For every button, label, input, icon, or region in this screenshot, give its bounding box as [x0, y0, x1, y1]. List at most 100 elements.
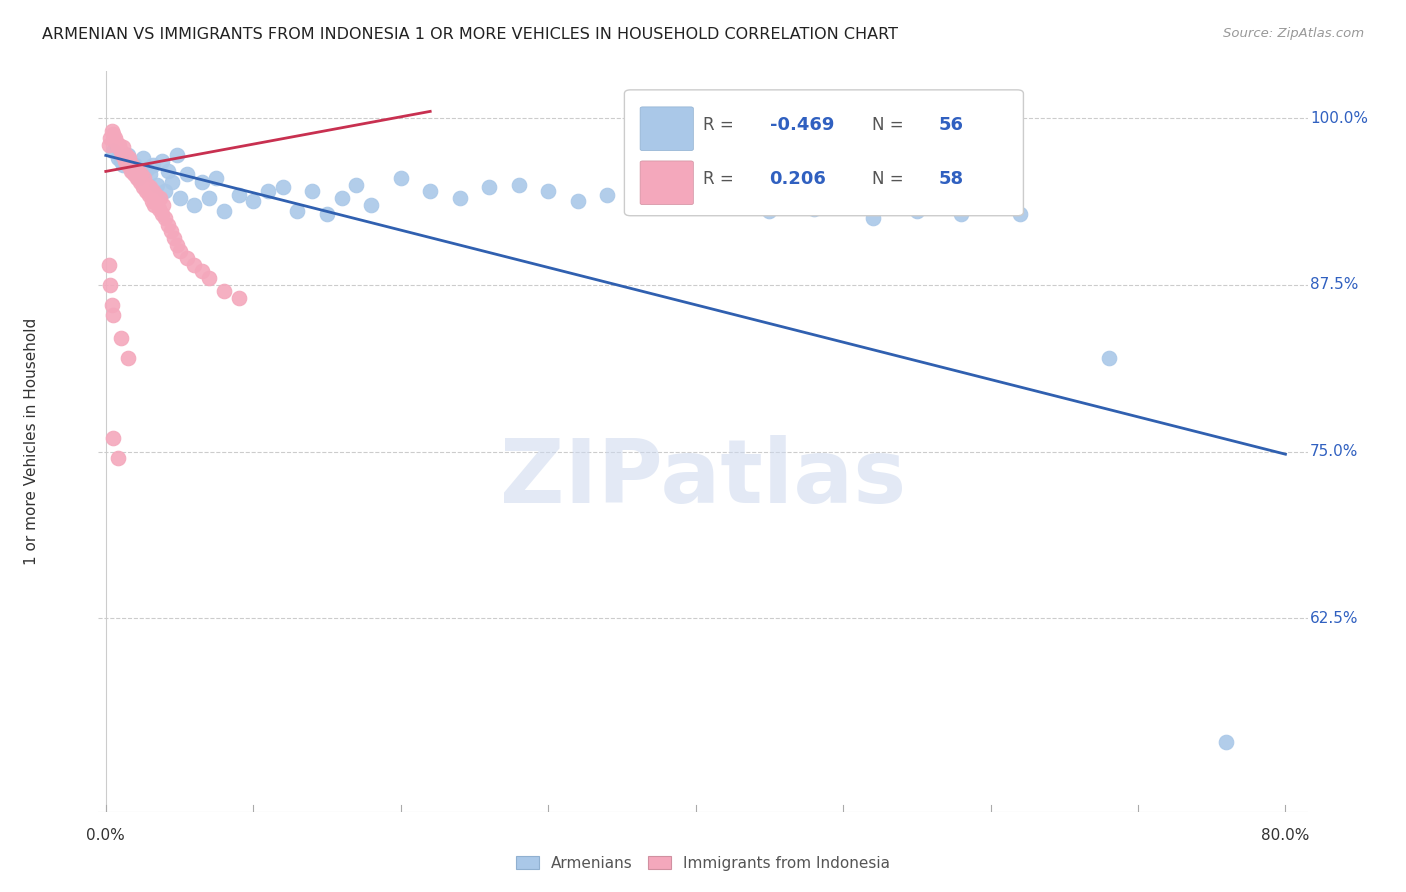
Point [100, 124, 122, 138]
Point [136, 178, 159, 192]
Point [159, 224, 181, 238]
Point [198, 271, 221, 285]
Text: 0.206: 0.206 [769, 169, 827, 187]
Text: N =: N = [872, 116, 910, 134]
Point [758, 204, 780, 219]
Point [117, 148, 139, 162]
Point [160, 175, 183, 189]
Point [111, 148, 134, 162]
Text: 75.0%: 75.0% [1310, 444, 1358, 459]
Point [257, 185, 280, 199]
Point [183, 258, 205, 272]
Point [98, 277, 121, 292]
Point [330, 191, 353, 205]
Point [148, 202, 170, 216]
Text: 100.0%: 100.0% [1310, 111, 1368, 126]
Point [146, 194, 169, 208]
Point [142, 185, 165, 199]
Point [129, 167, 152, 181]
Point [143, 198, 166, 212]
Point [124, 161, 146, 176]
Point [131, 151, 153, 165]
Point [714, 191, 737, 205]
Point [1008, 207, 1031, 221]
FancyBboxPatch shape [640, 161, 693, 204]
Point [101, 309, 124, 323]
Point [169, 244, 191, 259]
Point [117, 158, 139, 172]
Point [112, 158, 135, 172]
Legend: Armenians, Immigrants from Indonesia: Armenians, Immigrants from Indonesia [516, 855, 890, 871]
Point [115, 148, 138, 162]
Point [862, 211, 884, 226]
Point [176, 251, 198, 265]
Point [112, 140, 135, 154]
Point [242, 194, 264, 208]
Point [121, 164, 143, 178]
Text: 58: 58 [939, 169, 965, 187]
Point [139, 180, 162, 194]
Point [104, 131, 127, 145]
Point [162, 231, 184, 245]
Point [124, 158, 146, 172]
Text: N =: N = [872, 169, 910, 187]
Point [105, 135, 128, 149]
Point [121, 158, 143, 172]
Point [127, 171, 149, 186]
Point [287, 204, 309, 219]
Point [346, 178, 368, 192]
Point [107, 451, 129, 466]
Point [156, 164, 179, 178]
Point [152, 198, 174, 212]
Point [117, 351, 139, 366]
Point [110, 153, 132, 168]
Point [905, 204, 928, 219]
Point [97, 258, 120, 272]
FancyBboxPatch shape [640, 107, 693, 151]
Point [139, 167, 162, 181]
Point [150, 207, 173, 221]
Point [107, 140, 129, 154]
Point [101, 127, 124, 141]
Point [101, 145, 124, 159]
Point [205, 171, 228, 186]
Point [190, 175, 212, 189]
FancyBboxPatch shape [624, 90, 1024, 216]
Text: ARMENIAN VS IMMIGRANTS FROM INDONESIA 1 OR MORE VEHICLES IN HOUSEHOLD CORRELATIO: ARMENIAN VS IMMIGRANTS FROM INDONESIA 1 … [42, 27, 898, 42]
Point [950, 207, 973, 221]
Point [803, 202, 825, 216]
Point [153, 211, 176, 226]
Point [183, 198, 205, 212]
Point [166, 237, 188, 252]
Text: 56: 56 [939, 116, 963, 134]
Point [127, 164, 149, 178]
Point [316, 207, 339, 221]
Point [134, 171, 156, 186]
Point [122, 167, 145, 181]
Point [97, 137, 120, 152]
Point [156, 218, 179, 232]
Point [145, 188, 167, 202]
Point [101, 431, 124, 445]
Point [176, 167, 198, 181]
Point [190, 264, 212, 278]
Point [131, 180, 153, 194]
Text: 62.5%: 62.5% [1310, 611, 1358, 626]
Point [212, 285, 235, 299]
Point [118, 151, 141, 165]
Point [114, 153, 136, 168]
Point [228, 291, 250, 305]
Text: -0.469: -0.469 [769, 116, 834, 134]
Point [419, 185, 441, 199]
Point [135, 185, 157, 199]
Point [108, 137, 131, 152]
Point [567, 194, 589, 208]
Point [1097, 351, 1119, 366]
Point [141, 194, 163, 208]
Point [120, 164, 142, 178]
Point [271, 180, 294, 194]
Point [110, 331, 132, 345]
Point [153, 185, 176, 199]
Point [360, 198, 382, 212]
Point [136, 161, 159, 176]
